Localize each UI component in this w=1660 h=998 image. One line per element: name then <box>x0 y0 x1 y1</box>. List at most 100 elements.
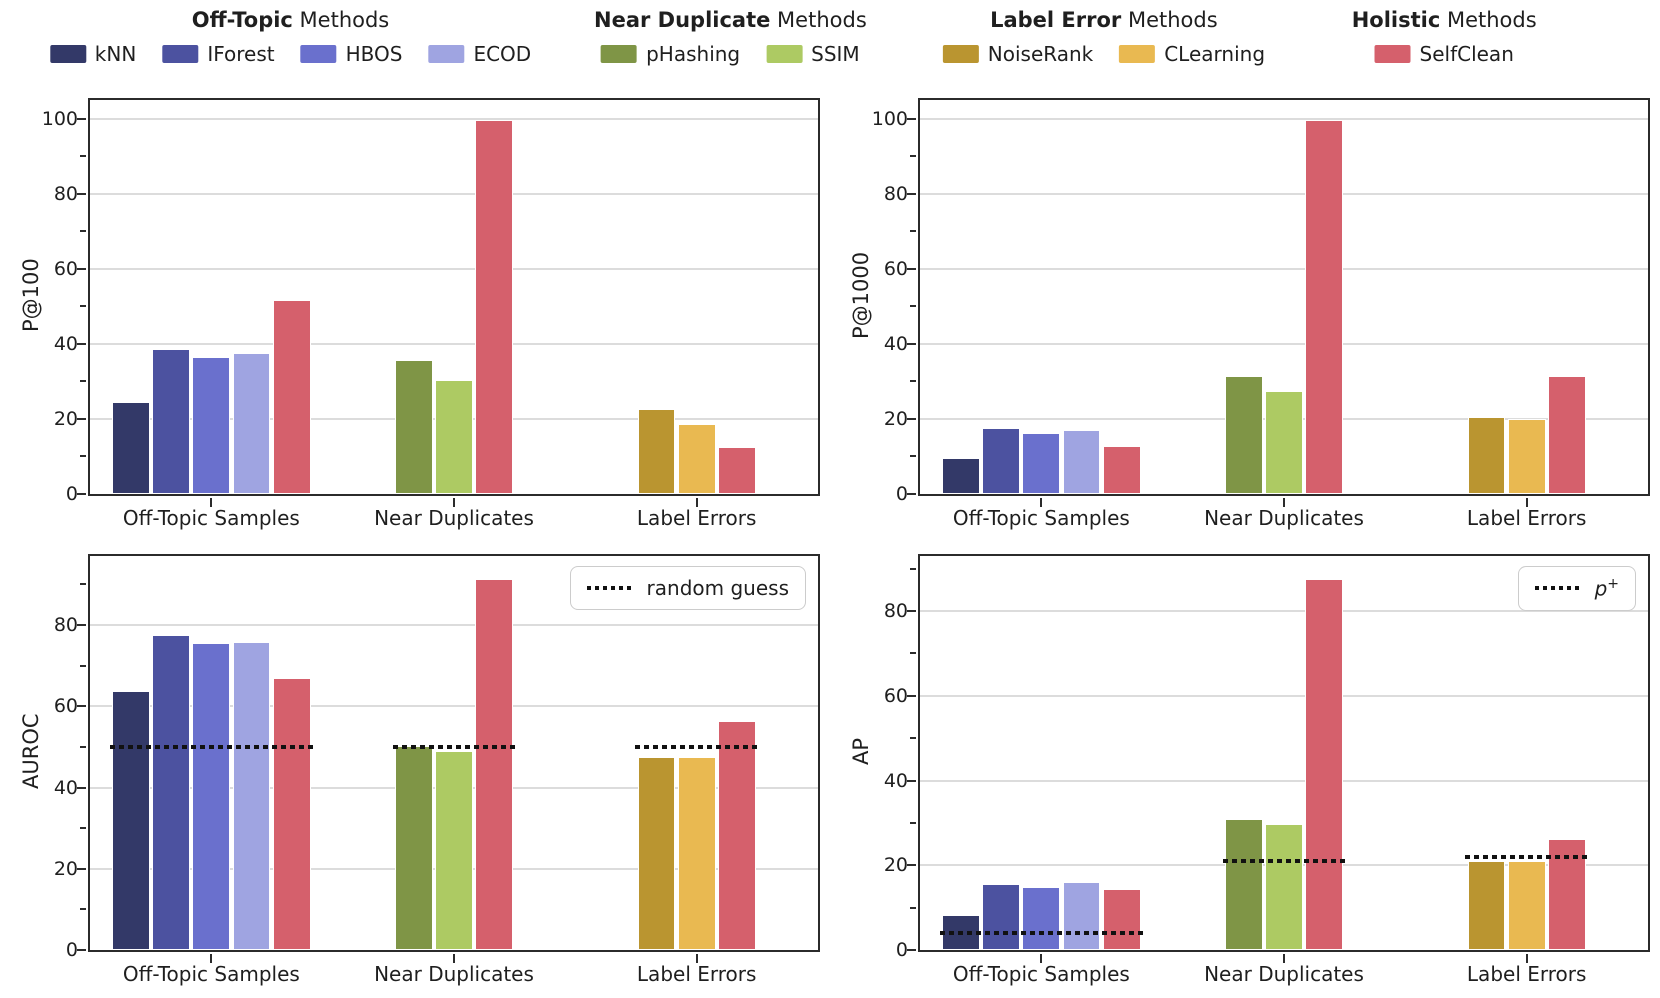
bar-CLearning <box>677 423 716 494</box>
y-tick-label-40: 40 <box>53 776 78 799</box>
y-major-tick <box>907 493 916 495</box>
legend-group-title: Near Duplicate Methods <box>594 8 867 32</box>
y-major-tick <box>77 705 86 708</box>
legend-group-title: Off-Topic Methods <box>192 8 390 32</box>
x-tick-2 <box>1525 954 1528 963</box>
legend-swatch-IForest <box>162 45 199 63</box>
legend-entry-label: NoiseRank <box>987 42 1094 66</box>
y-tick-label-0: 0 <box>65 939 78 961</box>
x-category-label: Off-Topic Samples <box>952 506 1130 530</box>
subplot-p1000: P@1000 0 20 40 60 80 100 Off-Topic Samples Near … <box>830 86 1660 542</box>
legend-swatch-NoiseRank <box>942 45 979 63</box>
y-major-tick <box>907 779 916 782</box>
legend-entry-IForest: IForest <box>162 42 275 66</box>
bar-NoiseRank <box>1467 416 1506 494</box>
legend-entry-CLearning: CLearning <box>1119 42 1265 66</box>
y-tick-label-80: 80 <box>53 614 78 637</box>
legend-entries: NoiseRank CLearning <box>942 42 1265 66</box>
y-tick-label-0: 0 <box>895 939 908 961</box>
bar-SSIM <box>435 379 473 494</box>
y-major-tick <box>907 417 916 420</box>
gridline-100 <box>920 117 1648 120</box>
x-tick-0 <box>210 498 213 507</box>
bar-SelfClean <box>1102 888 1141 950</box>
legend-entry-kNN: kNN <box>49 42 137 66</box>
legend-title-bold: Off-Topic <box>191 8 293 32</box>
plot-legend-box: random guess <box>569 566 806 610</box>
x-category-label: Near Duplicates <box>1204 962 1364 986</box>
plot-area-ap: 0 20 40 60 80 Off-Topic Samples Near Duplicate… <box>884 554 1650 986</box>
y-tick-label-0: 0 <box>895 483 908 505</box>
legend-title-bold: Holistic <box>1351 8 1441 32</box>
y-minor-tick <box>80 455 86 458</box>
y-major-tick <box>77 624 86 627</box>
y-tick-label-40: 40 <box>883 332 908 355</box>
bar-SelfClean <box>1547 375 1586 494</box>
x-tick-1 <box>453 498 455 507</box>
x-category-label: Label Errors <box>1466 506 1587 530</box>
gridline-40 <box>920 779 1648 782</box>
legend-group-title: Label Error Methods <box>990 8 1218 32</box>
y-minor-tick <box>910 380 916 383</box>
bar-SelfClean <box>1305 120 1344 494</box>
y-minor-tick <box>80 230 86 233</box>
bar-SSIM <box>1265 823 1303 950</box>
legend-title-rest: Methods <box>1121 8 1218 32</box>
legend-title-bold: Near Duplicate <box>594 8 771 32</box>
bar-SelfClean <box>1102 445 1141 494</box>
bar-ECOD <box>1062 429 1101 494</box>
legend-group-near-duplicate: Near Duplicate Methods pHashing SSIM <box>594 8 867 66</box>
y-major-tick <box>907 267 916 270</box>
legend-title-rest: Methods <box>770 8 867 32</box>
legend-swatch-SSIM <box>766 45 803 63</box>
bar-HBOS <box>192 643 231 950</box>
gridline-80 <box>90 624 818 627</box>
legend-entries: kNN IForest HBOS ECOD <box>49 42 532 66</box>
bar-HBOS <box>1022 887 1061 950</box>
subplot-auroc: AUROC 0 20 40 60 80 Off-Topic Samples Near Dupl… <box>0 542 830 998</box>
y-minor-tick <box>80 827 86 830</box>
legend-entry-label: kNN <box>94 42 137 66</box>
plot-legend-label: p+ <box>1595 576 1619 601</box>
bar-CLearning <box>677 757 716 950</box>
bar-NoiseRank <box>637 409 676 494</box>
bar-SSIM <box>435 750 473 950</box>
y-major-tick <box>907 864 916 867</box>
y-minor-tick <box>910 737 916 740</box>
bar-CLearning <box>1507 418 1546 494</box>
y-minor-tick <box>80 908 86 911</box>
reference-line-random-guess <box>635 744 758 749</box>
y-tick-label-80: 80 <box>53 182 78 205</box>
dotted-line-sample <box>1534 586 1581 591</box>
gridline-100 <box>90 117 818 120</box>
bar-IForest <box>982 427 1021 494</box>
plot-area-p100: 0 20 40 60 80 100 Off-Topic Samples Near Duplic… <box>42 98 820 530</box>
reference-line-p+ <box>1222 859 1346 864</box>
x-category-label: Label Errors <box>636 506 757 530</box>
bar-IForest <box>152 635 191 950</box>
y-major-tick <box>77 417 86 420</box>
y-major-tick <box>907 694 916 697</box>
y-minor-tick <box>80 305 86 308</box>
legend-entry-SSIM: SSIM <box>766 42 860 66</box>
gridline-60 <box>920 267 1648 270</box>
legend-entry-label: ECOD <box>473 42 532 66</box>
y-tick-label-100: 100 <box>41 107 78 130</box>
y-axis-label-p100: P@100 <box>19 258 43 332</box>
y-tick-label-60: 60 <box>53 257 78 280</box>
bar-SelfClean <box>475 578 514 950</box>
y-major-tick <box>77 949 86 951</box>
x-category-label: Off-Topic Samples <box>122 506 300 530</box>
legend-swatch-CLearning <box>1119 45 1156 63</box>
plot-legend-label-sup: + <box>1607 576 1619 592</box>
y-minor-tick <box>80 583 86 586</box>
subplot-grid: P@100 0 20 40 60 80 100 Off-Topic Samples Near D… <box>0 86 1660 998</box>
y-major-tick <box>77 342 86 345</box>
y-major-tick <box>907 117 916 120</box>
y-minor-tick <box>910 567 916 570</box>
legend-group-title: Holistic Methods <box>1352 8 1537 32</box>
y-minor-tick <box>910 652 916 655</box>
legend-swatch-kNN <box>49 45 86 63</box>
y-minor-tick <box>910 230 916 233</box>
